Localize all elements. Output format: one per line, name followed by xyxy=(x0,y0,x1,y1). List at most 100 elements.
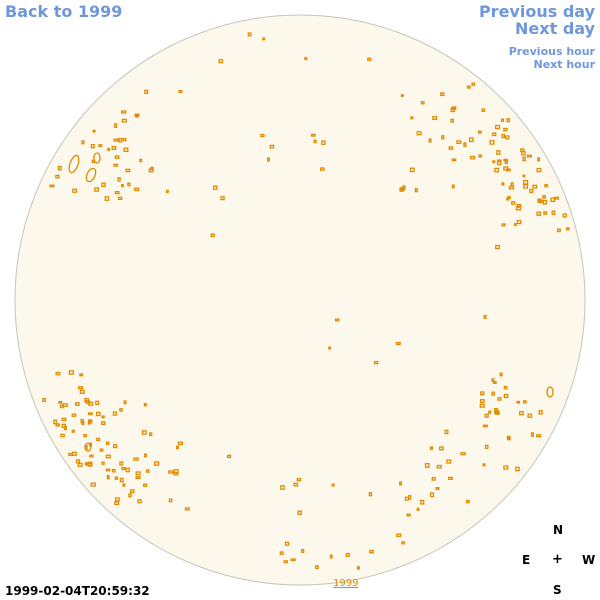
magnetic-feature-speck xyxy=(416,131,422,136)
magnetic-feature-speck xyxy=(523,184,529,189)
magnetic-feature-speck xyxy=(429,492,435,498)
magnetic-feature-speck xyxy=(87,420,91,425)
magnetic-feature-speck xyxy=(543,211,548,215)
magnetic-feature-speck xyxy=(482,463,486,467)
magnetic-feature-speck xyxy=(119,477,124,483)
magnetic-feature-speck xyxy=(489,140,495,145)
magnetic-feature-speck xyxy=(113,163,119,167)
magnetic-feature-speck xyxy=(522,156,526,162)
back-to-year-link[interactable]: Back to 1999 xyxy=(5,2,123,21)
magnetic-feature-speck xyxy=(538,199,544,204)
magnetic-feature-speck xyxy=(495,244,500,250)
magnetic-feature-speck xyxy=(532,184,538,189)
magnetic-feature-speck xyxy=(331,483,335,487)
magnetic-feature-speck xyxy=(118,137,123,143)
magnetic-feature-speck xyxy=(480,391,485,396)
magnetic-feature-speck xyxy=(49,184,55,188)
magnetic-feature-speck xyxy=(119,461,124,466)
magnetic-feature-speck xyxy=(284,541,290,546)
magnetic-feature-speck xyxy=(137,499,142,504)
magnetic-feature-speck xyxy=(145,469,150,473)
magnetic-feature-speck xyxy=(95,411,101,417)
magnetic-feature-speck xyxy=(450,118,454,123)
magnetic-feature-speck xyxy=(500,118,505,122)
magnetic-feature-speck xyxy=(60,433,65,438)
magnetic-feature-speck xyxy=(79,389,85,394)
magnetic-feature-speck xyxy=(84,398,90,403)
magnetic-feature-speck xyxy=(111,145,117,151)
magnetic-feature-speck xyxy=(513,223,517,227)
magnetic-feature-speck xyxy=(81,140,85,145)
magnetic-feature-speck xyxy=(104,196,110,201)
observation-timestamp: 1999-02-04T20:59:32 xyxy=(5,584,150,598)
magnetic-feature-speck xyxy=(468,137,474,143)
solar-disk xyxy=(14,14,586,586)
magnetic-feature-speck xyxy=(444,429,449,435)
magnetic-feature-speck xyxy=(114,497,120,502)
magnetic-feature-speck xyxy=(125,168,131,173)
magnetic-feature-speck xyxy=(117,177,121,182)
magnetic-feature-speck xyxy=(105,468,111,472)
magnetic-feature-speck xyxy=(79,373,84,377)
magnetic-feature-speck xyxy=(135,471,141,476)
magnetic-feature-speck xyxy=(84,445,88,450)
year-link[interactable]: 1999 xyxy=(333,578,359,589)
magnetic-feature-speck xyxy=(505,135,510,140)
magnetic-feature-speck xyxy=(406,513,411,517)
magnetic-feature-speck xyxy=(420,499,425,505)
magnetic-feature-speck xyxy=(369,549,374,554)
next-day-link[interactable]: Next day xyxy=(515,19,595,38)
magnetic-feature-speck xyxy=(414,188,418,193)
active-region-contour xyxy=(68,154,80,174)
magnetic-feature-speck xyxy=(450,107,456,113)
magnetic-feature-speck xyxy=(112,411,118,416)
magnetic-feature-speck xyxy=(68,370,74,375)
magnetic-feature-speck xyxy=(296,478,302,482)
magnetic-feature-speck xyxy=(542,195,546,199)
magnetic-feature-speck xyxy=(123,400,127,405)
magnetic-feature-speck xyxy=(479,403,485,408)
magnetic-feature-speck xyxy=(122,137,127,142)
magnetic-feature-speck xyxy=(440,92,445,97)
compass-north-label: N xyxy=(553,523,564,537)
magnetic-feature-speck xyxy=(280,485,285,490)
magnetic-feature-speck xyxy=(247,32,252,37)
magnetic-feature-speck xyxy=(526,154,532,158)
magnetic-feature-speck xyxy=(428,138,432,143)
previous-hour-link[interactable]: Previous hour xyxy=(508,45,595,58)
magnetic-feature-speck xyxy=(530,432,535,437)
previous-day-link[interactable]: Previous day xyxy=(478,2,595,21)
magnetic-feature-speck xyxy=(460,452,466,456)
compass-east-label: E xyxy=(522,553,531,567)
magnetic-feature-speck xyxy=(61,417,67,422)
magnetic-feature-speck xyxy=(71,413,77,417)
next-hour-link[interactable]: Next hour xyxy=(533,58,596,71)
magnetic-feature-speck xyxy=(72,188,78,193)
magnetic-feature-speck xyxy=(436,464,442,469)
magnetic-feature-speck xyxy=(507,195,511,200)
magnetic-feature-speck xyxy=(481,108,486,113)
magnetic-feature-speck xyxy=(168,470,174,474)
magnetic-feature-speck xyxy=(496,160,502,166)
magnetic-feature-speck xyxy=(492,381,497,384)
magnetic-feature-speck xyxy=(315,565,319,570)
magnetic-feature-speck xyxy=(144,89,149,94)
magnetic-feature-speck xyxy=(72,451,77,456)
magnetic-feature-speck xyxy=(429,446,434,451)
magnetic-feature-speck xyxy=(173,472,179,476)
magnetic-feature-speck xyxy=(89,454,94,458)
magnetic-feature-speck xyxy=(304,57,308,61)
magnetic-feature-speck xyxy=(402,185,406,191)
magnetic-feature-speck xyxy=(218,59,224,64)
magnetic-feature-speck xyxy=(139,158,143,163)
magnetic-feature-speck xyxy=(135,476,141,480)
magnetic-feature-speck xyxy=(220,196,225,201)
magnetic-feature-speck xyxy=(178,89,183,94)
magnetic-feature-speck xyxy=(556,228,561,233)
magnetic-feature-speck xyxy=(57,165,62,171)
magnetic-feature-speck xyxy=(95,400,100,406)
magnetic-feature-speck xyxy=(122,483,126,487)
magnetic-feature-speck xyxy=(511,201,516,205)
magnetic-feature-speck xyxy=(71,429,75,433)
